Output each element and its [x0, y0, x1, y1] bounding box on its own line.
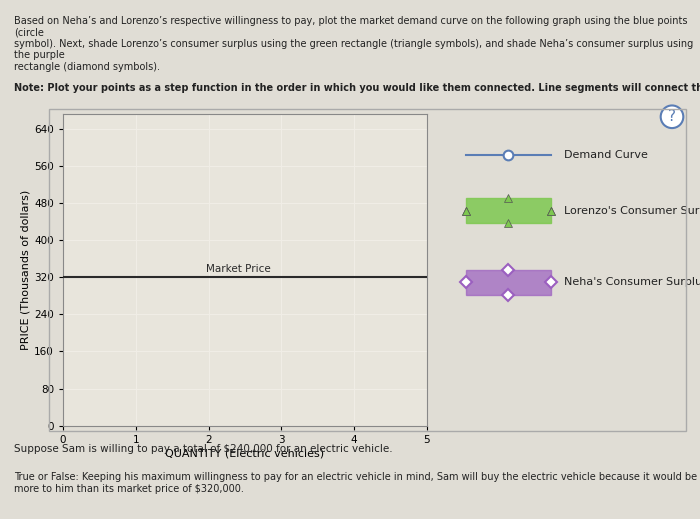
- Text: Note: Plot your points as a step function in the order in which you would like t: Note: Plot your points as a step functio…: [14, 83, 700, 93]
- Text: ?: ?: [668, 110, 676, 124]
- FancyBboxPatch shape: [466, 270, 552, 295]
- Y-axis label: PRICE (Thousands of dollars): PRICE (Thousands of dollars): [20, 190, 30, 350]
- Text: Neha's Consumer Surplus: Neha's Consumer Surplus: [564, 277, 700, 288]
- Text: Demand Curve: Demand Curve: [564, 149, 648, 160]
- Text: Lorenzo's Consumer Surplus: Lorenzo's Consumer Surplus: [564, 206, 700, 216]
- Text: Based on Neha’s and Lorenzo’s respective willingness to pay, plot the market dem: Based on Neha’s and Lorenzo’s respective…: [14, 16, 693, 72]
- X-axis label: QUANTITY (Electric vehicles): QUANTITY (Electric vehicles): [165, 449, 325, 459]
- Text: Market Price: Market Price: [206, 264, 270, 274]
- FancyBboxPatch shape: [466, 198, 552, 223]
- Text: True or False: Keeping his maximum willingness to pay for an electric vehicle in: True or False: Keeping his maximum willi…: [14, 472, 700, 494]
- Text: Suppose Sam is willing to pay a total of $240,000 for an electric vehicle.: Suppose Sam is willing to pay a total of…: [14, 444, 393, 454]
